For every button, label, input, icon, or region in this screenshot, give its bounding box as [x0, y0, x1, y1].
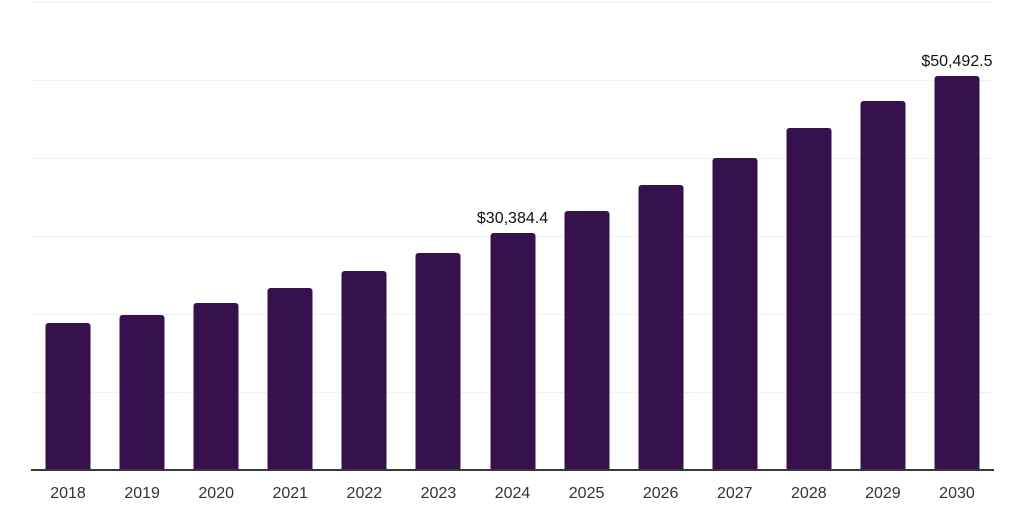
- x-tick-label-2027: 2027: [716, 485, 753, 502]
- bar-2022[interactable]: [341, 271, 387, 470]
- bar-2027[interactable]: [712, 158, 758, 470]
- x-tick-label-2023: 2023: [420, 485, 457, 502]
- band-2022: [327, 2, 401, 470]
- x-tick-label-2028: 2028: [791, 485, 827, 502]
- x-tick-label-2026: 2026: [642, 485, 679, 502]
- band-2018: [31, 2, 105, 470]
- band-2029: [846, 2, 920, 470]
- x-axis-line: [31, 469, 994, 471]
- x-tick-label-2018: 2018: [50, 485, 86, 502]
- band-2030: $50,492.5: [920, 2, 994, 470]
- gridline-50000: [31, 80, 994, 81]
- plot-area: $30,384.4 $50,492.5: [31, 2, 994, 471]
- bar-2025[interactable]: [564, 211, 610, 470]
- band-2024: $30,384.4: [475, 2, 549, 470]
- x-tick-label-2022: 2022: [346, 485, 383, 502]
- bar-2028[interactable]: [786, 128, 832, 470]
- band-2020: [179, 2, 253, 470]
- band-2026: [624, 2, 698, 470]
- band-2028: [772, 2, 846, 470]
- x-tick-label-2029: 2029: [865, 485, 901, 502]
- gridline-60000: [31, 2, 994, 3]
- band-2019: [105, 2, 179, 470]
- band-2021: [253, 2, 327, 470]
- data-label-2030: $50,492.5: [921, 53, 993, 70]
- band-2025: [550, 2, 624, 470]
- band-2027: [698, 2, 772, 470]
- gridline-40000: [31, 158, 994, 159]
- x-tick-label-2020: 2020: [198, 485, 234, 502]
- bar-2024[interactable]: [490, 233, 535, 470]
- bar-2023[interactable]: [415, 253, 461, 470]
- bar-2026[interactable]: [638, 185, 684, 470]
- x-tick-label-2024: 2024: [494, 485, 531, 502]
- x-axis-labels: 2018 2019 2020 2021 2022 2023 2024 2025 2026 2027…: [31, 484, 994, 503]
- bars-container: $30,384.4 $50,492.5: [31, 2, 994, 470]
- bar-2019[interactable]: [119, 315, 165, 470]
- bar-2029[interactable]: [860, 101, 906, 470]
- bar-2018[interactable]: [45, 323, 91, 470]
- bar-2030[interactable]: [934, 76, 980, 470]
- bar-2020[interactable]: [193, 303, 239, 470]
- data-label-2024: $30,384.4: [476, 210, 549, 227]
- x-tick-label-2025: 2025: [568, 485, 605, 502]
- band-2023: [401, 2, 475, 470]
- x-tick-label-2021: 2021: [272, 485, 309, 502]
- x-tick-label-2019: 2019: [124, 485, 160, 502]
- bar-2021[interactable]: [267, 288, 313, 470]
- x-tick-label-2030: 2030: [939, 485, 975, 502]
